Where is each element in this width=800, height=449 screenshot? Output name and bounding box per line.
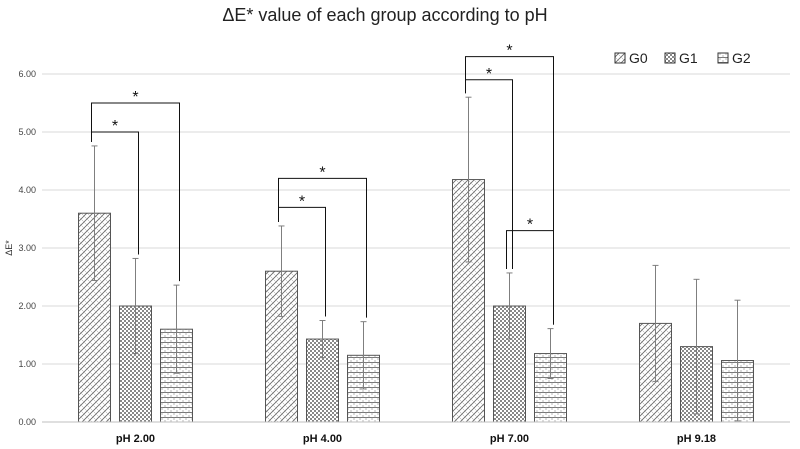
legend: G0 G1 G2	[614, 50, 751, 66]
significance-star: *	[486, 66, 492, 83]
significance-bracket: *	[91, 89, 180, 282]
y-axis-label: ΔE*	[4, 240, 14, 256]
bracket-line	[278, 177, 367, 318]
significance-bracket: *	[506, 217, 554, 325]
x-axis-categories: pH 2.00 pH 4.00 pH 7.00 pH 9.18	[116, 433, 716, 445]
significance-bracket: *	[465, 43, 554, 325]
legend-swatch	[614, 52, 626, 64]
legend-label: G1	[679, 50, 698, 66]
y-axis-ticks: 0.00 1.00 2.00 3.00 4.00 5.00 6.00	[18, 69, 36, 427]
error-bar	[693, 278, 700, 415]
significance-star: *	[112, 118, 118, 135]
error-bar	[547, 328, 554, 379]
y-tick-label: 5.00	[18, 127, 36, 137]
significance-star: *	[527, 217, 533, 234]
x-tick-label: pH 4.00	[303, 433, 342, 445]
error-bar	[465, 96, 472, 263]
legend-swatch	[664, 52, 676, 64]
legend-label: G2	[732, 50, 751, 66]
x-tick-label: pH 9.18	[677, 433, 716, 445]
bracket-line	[465, 56, 554, 325]
legend-item-g1: G1	[664, 50, 698, 66]
y-tick-label: 1.00	[18, 359, 36, 369]
legend-swatch	[717, 52, 729, 64]
x-tick-label: pH 7.00	[490, 433, 529, 445]
error-bars	[91, 96, 741, 422]
significance-bracket: *	[278, 164, 367, 318]
legend-item-g0: G0	[614, 50, 648, 66]
bracket-line	[91, 102, 180, 282]
gridlines	[42, 73, 790, 365]
significance-star: *	[299, 193, 305, 210]
error-bar	[360, 321, 367, 390]
error-bar	[278, 225, 285, 317]
legend-label: G0	[629, 50, 648, 66]
error-bar	[506, 272, 513, 340]
significance-star: *	[319, 164, 325, 181]
y-tick-label: 2.00	[18, 301, 36, 311]
error-bar	[132, 257, 139, 355]
error-bar	[652, 264, 659, 382]
significance-star: *	[132, 89, 138, 106]
y-tick-label: 0.00	[18, 417, 36, 427]
y-tick-label: 6.00	[18, 69, 36, 79]
significance-star: *	[506, 43, 512, 60]
error-bar	[734, 299, 741, 422]
x-tick-label: pH 2.00	[116, 433, 155, 445]
y-tick-label: 3.00	[18, 243, 36, 253]
significance-brackets: * * * * * * *	[91, 43, 554, 325]
bracket-line	[506, 230, 554, 325]
chart-title: ΔE* value of each group according to pH	[222, 5, 547, 25]
legend-item-g2: G2	[717, 50, 751, 66]
error-bar	[91, 145, 98, 281]
error-bar	[173, 284, 180, 374]
error-bar	[319, 320, 326, 359]
y-tick-label: 4.00	[18, 185, 36, 195]
